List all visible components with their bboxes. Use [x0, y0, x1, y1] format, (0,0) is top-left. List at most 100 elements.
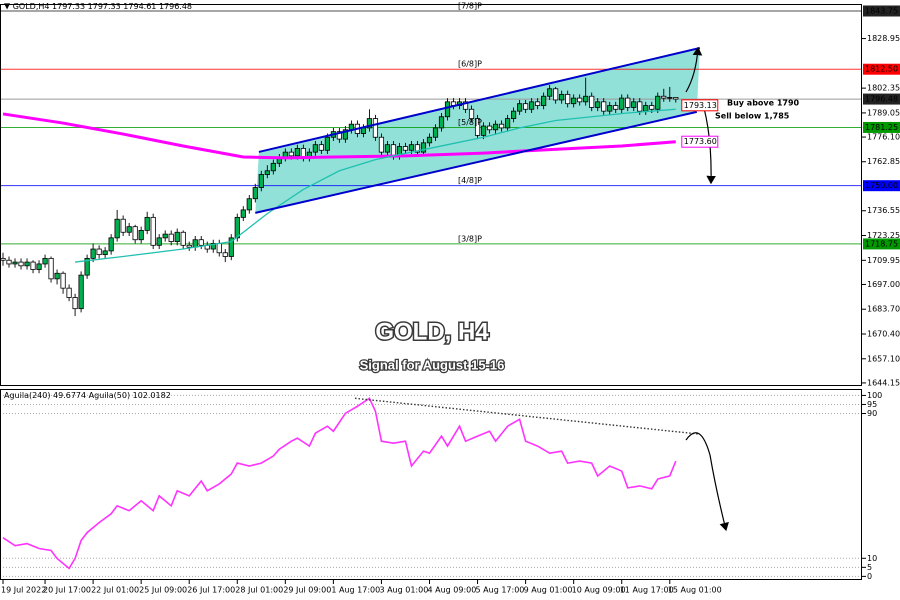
- candle-body: [288, 151, 294, 157]
- candle-body: [162, 233, 168, 239]
- candle-body: [234, 216, 240, 239]
- price-box: [863, 180, 900, 192]
- x-tick-label: 19 Jul 2022: [1, 586, 46, 595]
- candle-body: [24, 261, 30, 267]
- main-frame: [0, 4, 862, 386]
- candle-body: [601, 101, 607, 112]
- candle-body: [138, 230, 144, 241]
- annotation: Buy above 1790: [727, 99, 800, 108]
- candle-body: [228, 237, 234, 257]
- candle-body: [444, 101, 451, 118]
- candle-body: [120, 218, 126, 233]
- oscillator-line: [2, 397, 677, 570]
- x-tick-label: 29 Jul 09:00: [283, 586, 331, 595]
- price-label-box: [681, 99, 719, 112]
- price-box-label: 1750.00: [865, 181, 898, 190]
- candle-body: [577, 97, 583, 103]
- candle-body: [390, 144, 397, 157]
- moving-average: [2, 112, 676, 160]
- header-value: 1794.61: [123, 2, 156, 11]
- moving-average: [75, 108, 676, 263]
- level-name: [3/8]P: [458, 234, 482, 243]
- header-value: 1796.48: [159, 2, 192, 11]
- y-tick-label: 1828.95: [867, 34, 900, 43]
- candle-body: [186, 244, 192, 248]
- y-tick-label: 1670.40: [867, 330, 900, 339]
- candle-body: [595, 101, 601, 108]
- x-tick-label: 20 Jul 17:00: [43, 586, 91, 595]
- candle-body: [366, 118, 373, 129]
- candle-body: [625, 97, 631, 108]
- candle-body: [462, 101, 469, 110]
- candle-body: [210, 243, 216, 250]
- level-name: [4/8]P: [458, 176, 482, 185]
- x-tick-label: 28 Jul 01:00: [235, 586, 283, 595]
- arrow-down: [685, 432, 729, 532]
- candle-body: [547, 88, 553, 97]
- x-tick-label: 3 Aug 01:00: [379, 586, 428, 595]
- y-tick-label: 1683.70: [867, 305, 900, 314]
- candle-body: [384, 144, 391, 153]
- candle-body: [517, 103, 523, 112]
- candle-body: [637, 101, 643, 112]
- candle-body: [18, 261, 24, 267]
- candle-body: [342, 129, 349, 140]
- candle-body: [0, 257, 6, 261]
- y-tick-label: 1644.15: [867, 378, 900, 387]
- candle-body: [498, 123, 505, 129]
- x-tick-label: 26 Jul 17:00: [187, 586, 235, 595]
- candle-body: [619, 97, 625, 110]
- y-tick-label: 1736.55: [867, 206, 900, 215]
- candle-body: [246, 198, 252, 211]
- x-tick-label: 22 Jul 01:00: [91, 586, 139, 595]
- candle-body: [108, 237, 114, 252]
- x-tick-label: 4 Aug 09:00: [427, 586, 476, 595]
- candle-body: [559, 93, 565, 101]
- x-tick-label: 9 Aug 01:00: [524, 586, 573, 595]
- candle-body: [426, 136, 433, 144]
- level-name: [7/8]P: [458, 1, 482, 10]
- candle-body: [150, 216, 156, 246]
- candle-body: [78, 274, 84, 310]
- candle-body: [649, 105, 655, 110]
- candle-body: [529, 101, 535, 110]
- candle-body: [126, 226, 132, 233]
- price-label: 1773.60: [684, 137, 717, 146]
- candle-body: [474, 118, 481, 136]
- channel-upper: [258, 47, 701, 153]
- candle-body: [535, 101, 541, 106]
- y-tick-label: 0: [867, 572, 872, 581]
- price-box-label: 1812.50: [865, 65, 898, 74]
- price-box: [863, 5, 900, 17]
- candle-body: [42, 257, 48, 265]
- candle-body: [661, 95, 667, 99]
- axes: 1843.75 1812.50 1781.25 1750.00 1718.75 1828.…: [1, 5, 900, 595]
- candle-body: [510, 110, 517, 119]
- candle-body: [156, 237, 162, 246]
- candle-body: [36, 263, 42, 270]
- current-price-box: [863, 93, 900, 105]
- candle-body: [402, 146, 409, 151]
- candle-body: [102, 250, 108, 256]
- candle-body: [318, 144, 324, 151]
- candle-body: [408, 144, 415, 151]
- chart-title: GOLD, H4: [375, 318, 489, 345]
- candle-body: [324, 136, 330, 151]
- header-value: 1797.33: [88, 2, 121, 11]
- candle-body: [60, 272, 66, 289]
- candle-body: [504, 118, 511, 129]
- x-tick-label: 15 Aug 01:00: [668, 586, 722, 595]
- candle-body: [198, 239, 204, 246]
- chart-subtitle: Signal for August 15-16: [360, 357, 505, 372]
- candle-body: [174, 231, 180, 242]
- candle-body: [486, 125, 493, 131]
- candle-body: [673, 97, 679, 100]
- price-box: [863, 63, 900, 75]
- y-tick-label: 90: [867, 409, 877, 418]
- level-name: [5/8]P: [458, 118, 482, 127]
- candle-body: [583, 95, 589, 103]
- y-tick-label: 10: [867, 554, 877, 563]
- candle-body: [240, 209, 246, 218]
- indicator-header: Aguila(240) 49.6774 Aguila(50) 102.0182: [4, 391, 171, 400]
